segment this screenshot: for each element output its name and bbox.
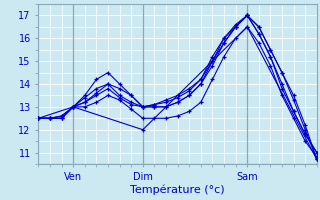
X-axis label: Température (°c): Température (°c) xyxy=(130,184,225,195)
